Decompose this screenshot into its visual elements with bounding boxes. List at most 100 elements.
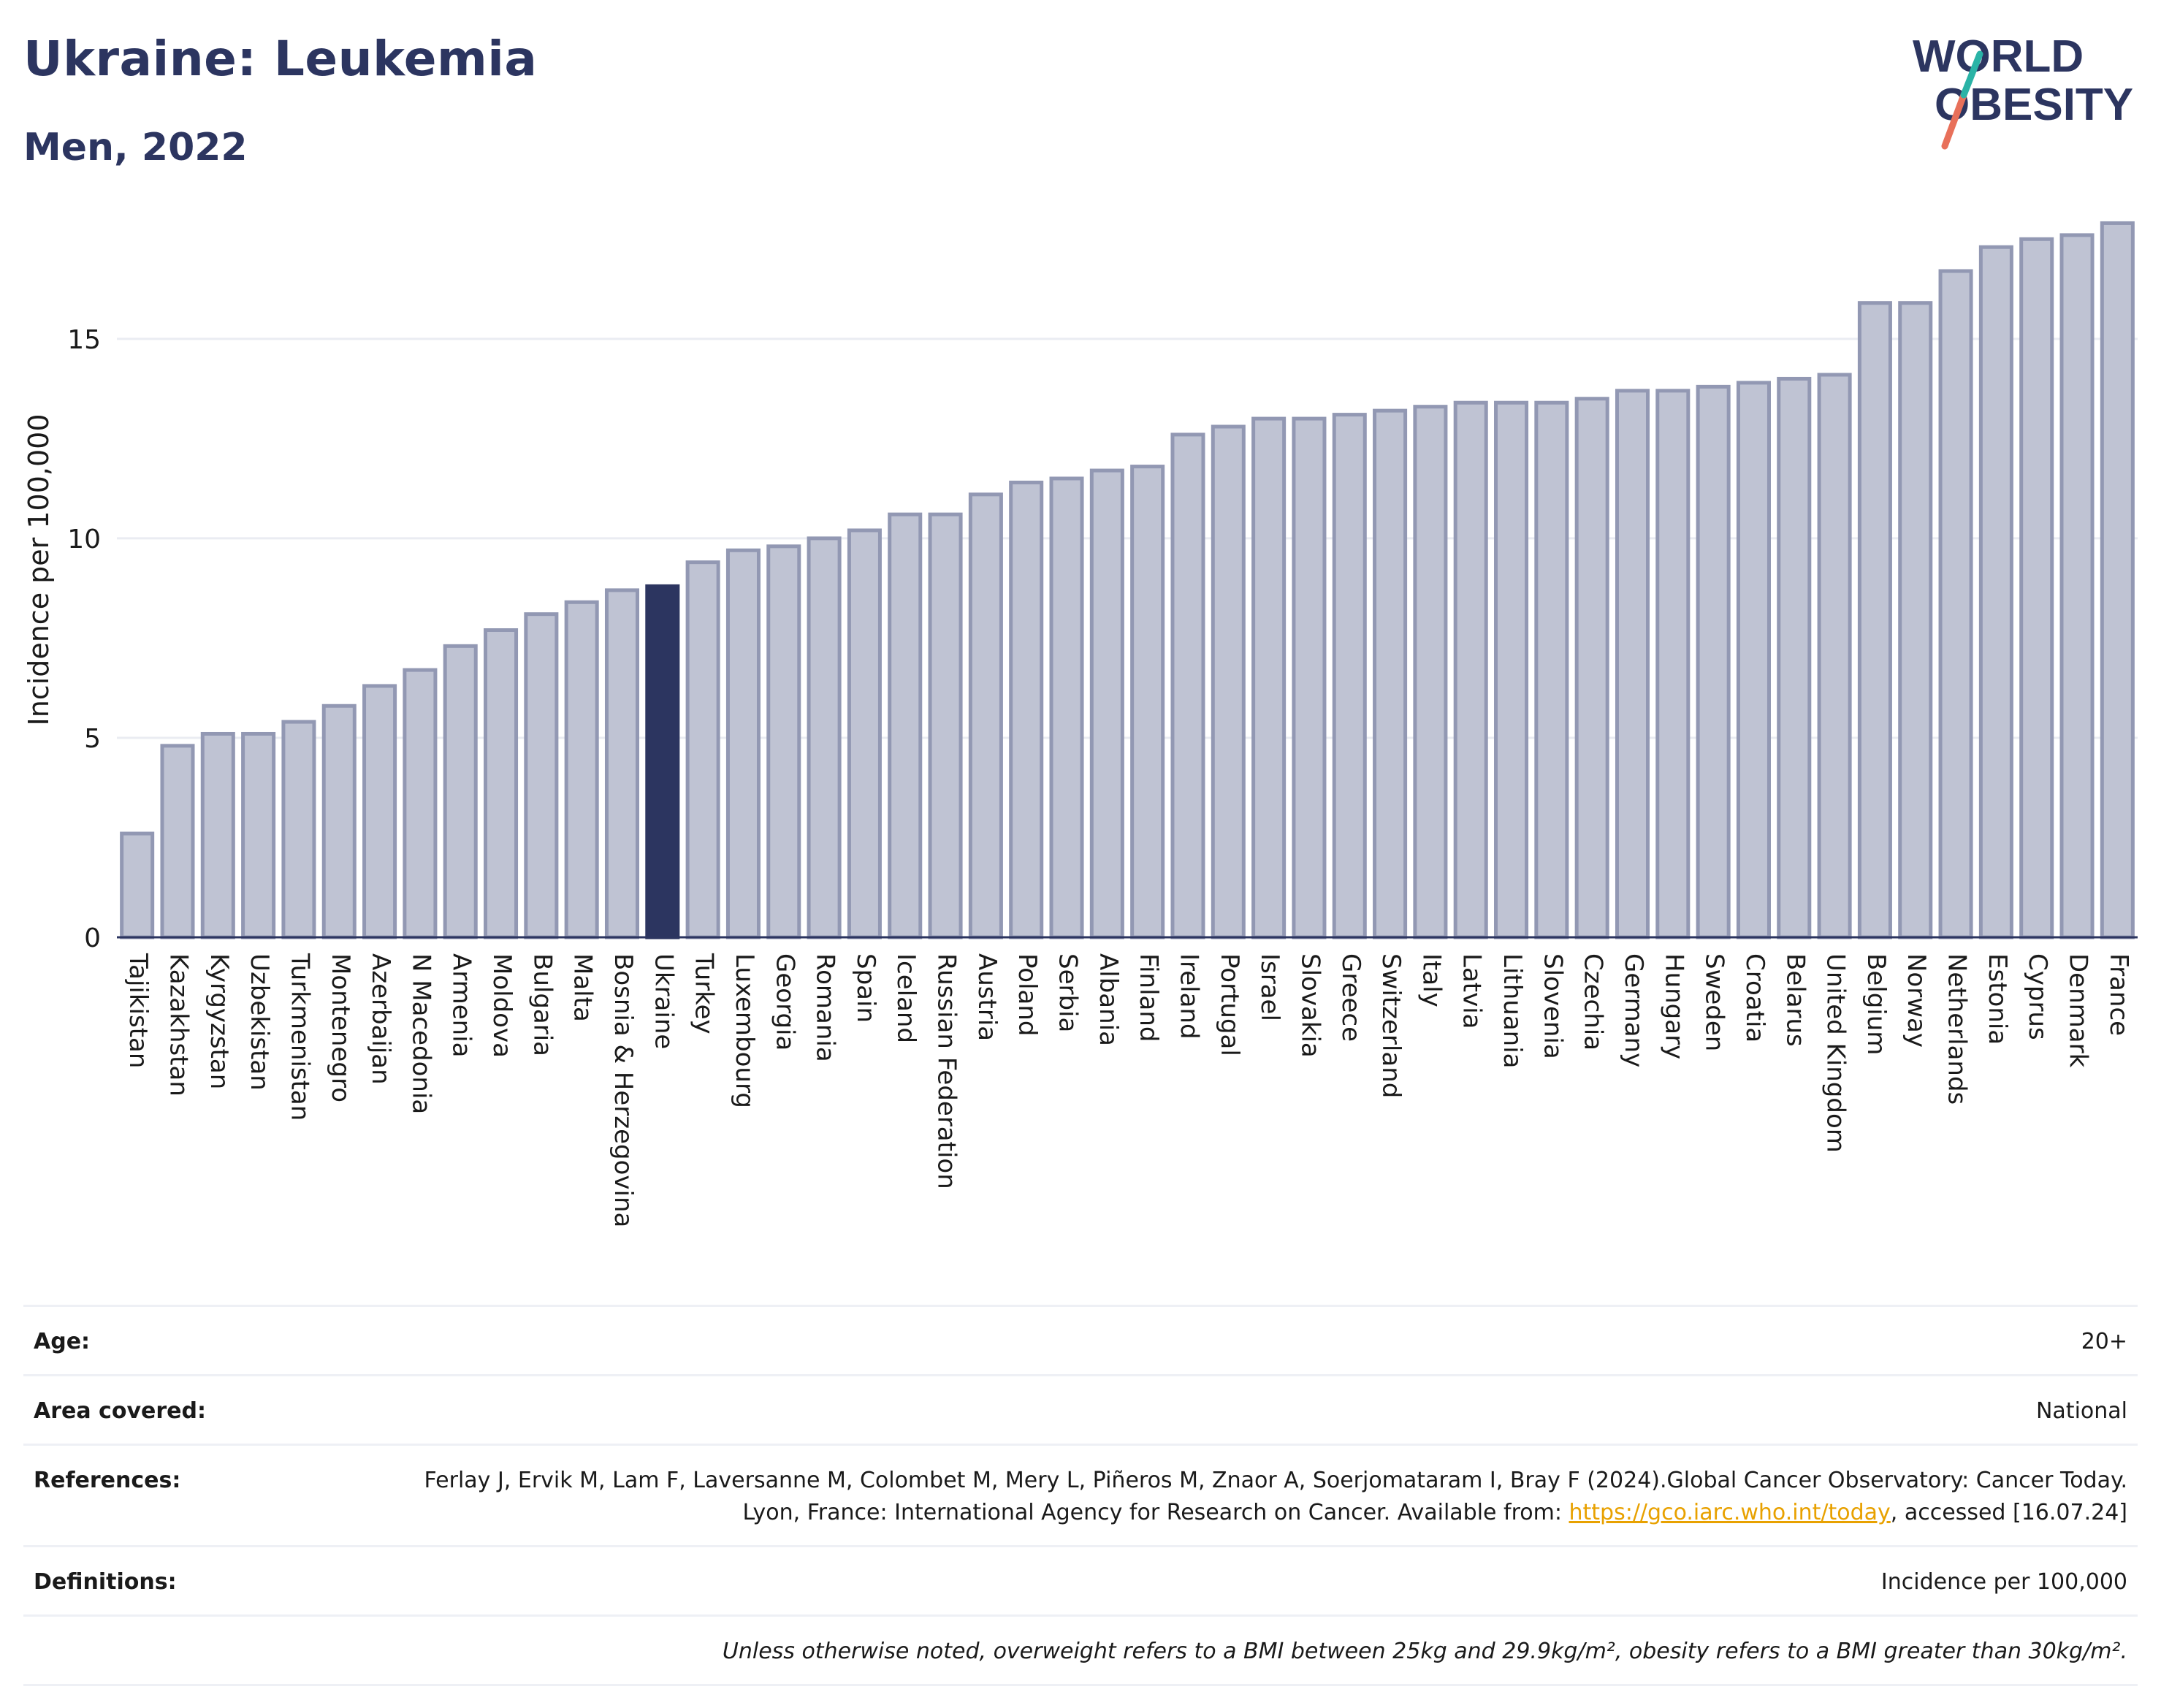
- bar-iceland[interactable]: [888, 512, 923, 939]
- x-tick-label: Albania: [1094, 953, 1123, 1046]
- bar-armenia[interactable]: [443, 644, 478, 939]
- references-label: References:: [34, 1468, 181, 1493]
- bar-germany[interactable]: [1615, 389, 1650, 939]
- bar-moldova[interactable]: [484, 628, 519, 939]
- bar-kazakhstan[interactable]: [160, 744, 195, 939]
- x-tick-label: N Macedonia: [406, 953, 435, 1114]
- bar-bosnia-herzegovina[interactable]: [604, 588, 640, 939]
- bar-montenegro[interactable]: [321, 704, 357, 939]
- bar-luxembourg[interactable]: [725, 548, 761, 939]
- x-tick-label: Spain: [851, 953, 880, 1023]
- bar-latvia[interactable]: [1453, 400, 1488, 939]
- bar-spain[interactable]: [847, 528, 882, 939]
- x-tick-label: Lithuania: [1498, 953, 1527, 1068]
- bar-norway[interactable]: [1898, 301, 1933, 939]
- chart-title: Ukraine: Leukemia: [23, 31, 538, 87]
- x-tick-label: Estonia: [1983, 953, 2012, 1045]
- bar-greece[interactable]: [1332, 413, 1367, 939]
- references-value: Ferlay J, Ervik M, Lam F, Laversanne M, …: [374, 1465, 2127, 1529]
- bar-ukraine[interactable]: [645, 584, 680, 939]
- bar-cyprus[interactable]: [2019, 237, 2054, 939]
- x-tick-label: Bulgaria: [527, 953, 557, 1056]
- y-tick-label: 0: [84, 923, 101, 953]
- x-tick-label: Malta: [568, 953, 598, 1022]
- bar-slovenia[interactable]: [1534, 400, 1569, 939]
- area-label: Area covered:: [34, 1398, 206, 1424]
- x-tick-label: Czechia: [1579, 953, 1608, 1051]
- x-tick-label: Norway: [1902, 953, 1931, 1048]
- bar-kyrgyzstan[interactable]: [200, 731, 235, 939]
- bar-israel[interactable]: [1251, 416, 1287, 939]
- x-tick-label: Greece: [1336, 953, 1365, 1042]
- x-tick-label: Slovenia: [1538, 953, 1567, 1059]
- bar-chart: 0 5 10 15 Tajikistan Kazakhstan Kyrgyzstan Uzbe…: [23, 221, 2138, 1227]
- bar-malta[interactable]: [564, 600, 599, 939]
- bmi-note: Unless otherwise noted, overweight refer…: [722, 1639, 2127, 1664]
- bar-georgia[interactable]: [766, 544, 801, 939]
- bar-denmark[interactable]: [2059, 233, 2095, 939]
- bar-n-macedonia[interactable]: [403, 668, 438, 939]
- bar-slovakia[interactable]: [1292, 416, 1327, 939]
- x-tick-label: Slovakia: [1295, 953, 1325, 1058]
- bar-belgium[interactable]: [1857, 301, 1892, 939]
- bar-netherlands[interactable]: [1938, 269, 1973, 939]
- bar-russian-federation[interactable]: [928, 512, 963, 939]
- meta-row-age: Age: 20+: [23, 1305, 2138, 1374]
- x-tick-label: Azerbaijan: [366, 953, 395, 1085]
- bar-ireland[interactable]: [1170, 432, 1205, 939]
- x-tick-label: Turkmenistan: [285, 953, 314, 1121]
- references-link[interactable]: https://gco.iarc.who.int/today: [1569, 1500, 1891, 1525]
- x-tick-label: Austria: [972, 953, 1002, 1041]
- x-tick-label: Hungary: [1659, 953, 1688, 1059]
- bar-france[interactable]: [2100, 221, 2135, 939]
- x-tick-label: Kazakhstan: [164, 953, 193, 1097]
- y-tick-label: 15: [67, 325, 101, 355]
- y-tick-label: 10: [67, 525, 101, 554]
- meta-row-definitions: Definitions: Incidence per 100,000: [23, 1545, 2138, 1614]
- bar-switzerland[interactable]: [1373, 408, 1408, 939]
- bar-portugal[interactable]: [1211, 424, 1246, 939]
- x-tick-label: Italy: [1417, 953, 1446, 1007]
- x-tick-label: Moldova: [487, 953, 517, 1058]
- bar-turkmenistan[interactable]: [281, 720, 316, 939]
- y-axis-label: Incidence per 100,000: [23, 413, 55, 725]
- bar-czechia[interactable]: [1574, 397, 1609, 939]
- bar-italy[interactable]: [1413, 405, 1448, 939]
- bar-azerbaijan[interactable]: [362, 684, 397, 939]
- bar-tajikistan[interactable]: [120, 831, 155, 939]
- x-tick-label: Georgia: [770, 953, 799, 1051]
- x-tick-label: Croatia: [1740, 953, 1769, 1042]
- bar-estonia[interactable]: [1978, 245, 2013, 939]
- x-tick-label: Israel: [1255, 953, 1284, 1021]
- bar-belarus[interactable]: [1777, 376, 1812, 939]
- bar-turkey[interactable]: [685, 560, 720, 939]
- bar-united-kingdom[interactable]: [1817, 373, 1852, 939]
- references-text-2: , accessed [16.07.24]: [1890, 1500, 2127, 1525]
- definitions-label: Definitions:: [34, 1569, 177, 1595]
- logo-slash-teal: [1960, 50, 1983, 99]
- x-tick-label: Ireland: [1174, 953, 1203, 1040]
- bar-serbia[interactable]: [1049, 476, 1084, 939]
- bar-romania[interactable]: [807, 536, 842, 939]
- references-text-1: Ferlay J, Ervik M, Lam F, Laversanne M, …: [424, 1468, 2127, 1525]
- bar-lithuania[interactable]: [1494, 400, 1529, 939]
- bar-hungary[interactable]: [1655, 389, 1691, 939]
- bar-croatia[interactable]: [1736, 381, 1771, 939]
- bar-uzbekistan[interactable]: [241, 731, 276, 939]
- age-value: 20+: [2081, 1329, 2127, 1354]
- bar-poland[interactable]: [1009, 480, 1044, 939]
- bar-bulgaria[interactable]: [524, 612, 559, 939]
- bar-austria[interactable]: [968, 492, 1003, 939]
- logo-line1: WORLD: [1913, 31, 2084, 82]
- x-tick-label: Germany: [1619, 953, 1648, 1067]
- bar-sweden[interactable]: [1696, 384, 1731, 939]
- bar-albania[interactable]: [1089, 468, 1124, 939]
- x-tick-label: Latvia: [1457, 953, 1487, 1029]
- x-tick-label: Turkey: [690, 953, 719, 1034]
- x-tick-label: Iceland: [891, 953, 921, 1043]
- x-tick-label: Tajikistan: [123, 953, 153, 1068]
- x-tick-label: Denmark: [2064, 953, 2093, 1068]
- x-tick-label: Finland: [1134, 953, 1163, 1042]
- bar-finland[interactable]: [1130, 465, 1165, 939]
- age-label: Age:: [34, 1329, 91, 1354]
